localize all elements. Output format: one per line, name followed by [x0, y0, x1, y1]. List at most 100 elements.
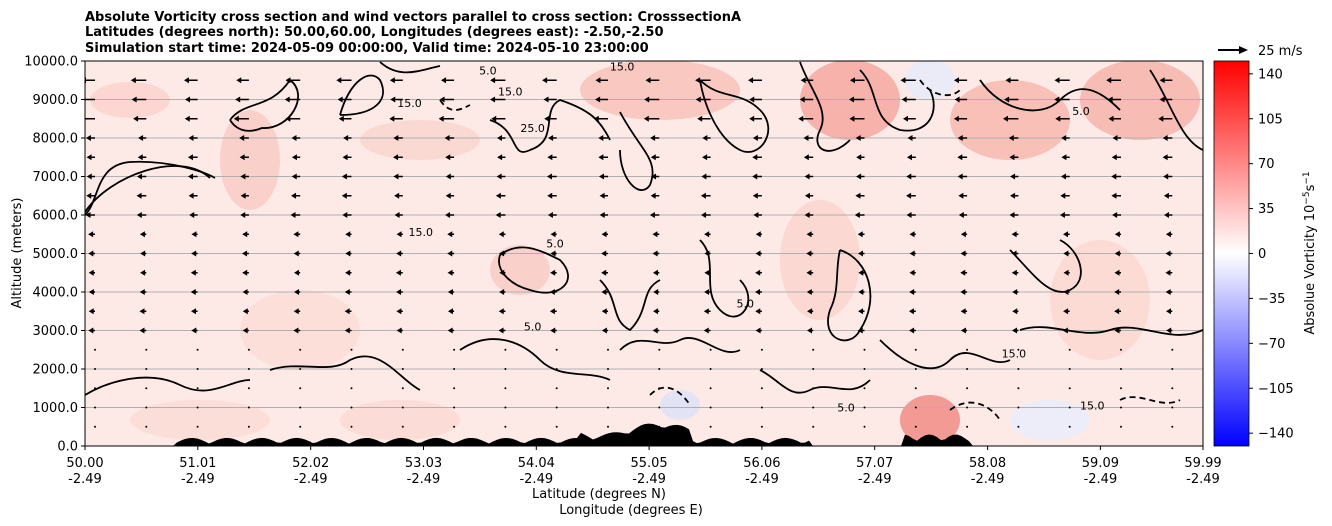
wind-vector-head	[804, 212, 810, 218]
wind-vector-head	[191, 250, 197, 257]
wind-vector-head	[184, 115, 190, 122]
wind-vector-head	[650, 192, 656, 199]
wind-vector-head	[907, 135, 913, 141]
wind-vector-head	[190, 308, 196, 315]
x-tick-label-lat: 52.02	[292, 456, 329, 471]
wind-vector-head	[644, 96, 650, 103]
wind-vector-head	[190, 289, 196, 295]
wind-vector	[299, 387, 302, 390]
wind-vector-head	[902, 115, 908, 122]
wind-vector-head	[439, 96, 445, 103]
wind-vector-head	[393, 173, 399, 180]
wind-vector-head	[285, 77, 291, 84]
wind-vector-head	[495, 212, 501, 218]
terrain-silhouette	[85, 423, 1203, 446]
wind-vector-head	[1162, 154, 1168, 161]
contour-line	[759, 369, 871, 394]
wind-vector-head	[1166, 327, 1172, 334]
wind-vector	[760, 348, 763, 351]
wind-vector	[1017, 387, 1020, 390]
wind-vector	[709, 425, 712, 428]
x-tick-label-lat: 58.08	[969, 456, 1006, 471]
wind-vector	[555, 348, 558, 351]
colorbar-tick-label: −105	[1258, 382, 1294, 397]
x-tick-label-lat: 56.06	[743, 456, 780, 471]
wind-vector-head	[342, 212, 348, 218]
wind-vector-head	[291, 154, 297, 161]
wind-vector-head	[806, 250, 812, 257]
wind-vector	[247, 387, 250, 390]
wind-vector-head	[445, 173, 451, 180]
y-tick-label: 9000.0	[33, 93, 79, 108]
colorbar-gradient	[1213, 60, 1250, 447]
wind-vector-head	[139, 289, 145, 295]
wind-vector	[966, 425, 969, 428]
wind-vector	[709, 348, 712, 351]
wind-vector	[504, 406, 507, 409]
wind-vector-head	[1114, 269, 1120, 276]
wind-vector-head	[1114, 308, 1120, 315]
wind-vector	[863, 387, 866, 390]
wind-vector-head	[444, 135, 450, 141]
wind-vector-head	[139, 327, 145, 334]
wind-vector-head	[804, 173, 810, 180]
wind-vector-head	[1112, 135, 1118, 141]
wind-vector-head	[960, 250, 966, 257]
wind-vector	[299, 348, 302, 351]
x-tick-label-lat: 54.04	[518, 456, 555, 471]
wind-vector-head	[957, 173, 963, 180]
wind-vector-head	[909, 289, 915, 295]
wind-vector-head	[953, 77, 959, 84]
wind-vector-head	[599, 192, 605, 199]
wind-vector-head	[1112, 212, 1118, 218]
wind-vector-head	[1063, 269, 1069, 276]
wind-vector-head	[546, 173, 552, 180]
y-tick-label: 4000.0	[33, 286, 79, 301]
wind-vector-head	[1061, 135, 1067, 141]
wind-vector-head	[807, 308, 813, 315]
wind-vector-head	[806, 231, 812, 238]
y-axis-ticks: 0.0 1000.0 2000.0 3000.0 4000.0 5000.0 6000.0 7…	[24, 55, 85, 455]
contour-label: 15.0	[610, 61, 635, 74]
wind-vector-head	[702, 154, 708, 161]
wind-vector-head	[550, 250, 556, 257]
plot-area: 15.015.025.05.0 15.015.05.05.05.015.05.05…	[85, 61, 1203, 446]
wind-vector-head	[749, 115, 755, 122]
wind-vector-head	[396, 289, 402, 295]
wind-vector-head	[806, 289, 812, 295]
wind-vector-head	[1063, 250, 1069, 257]
wind-vector-head	[755, 308, 761, 315]
wind-vector-head	[393, 135, 399, 141]
y-tick-label: 7000.0	[33, 170, 79, 185]
x-tick-label-lon: -2.49	[745, 472, 779, 487]
wind-vector-head	[1159, 77, 1165, 84]
wind-vector-head	[491, 115, 497, 122]
wind-vector	[401, 425, 404, 428]
chart-title-line-1: Absolute Vorticity cross section and win…	[85, 10, 741, 25]
wind-vector-head	[549, 289, 555, 295]
wind-vector-head	[547, 154, 553, 161]
wind-vector	[555, 368, 558, 370]
wind-vector-head	[598, 135, 604, 141]
wind-vector	[1171, 387, 1174, 390]
wind-vector-head	[960, 289, 966, 295]
chart-title-line-2: Latitudes (degrees north): 50.00,60.00, …	[85, 25, 664, 40]
colorbar-tick-label: 70	[1258, 157, 1275, 172]
wind-vector	[555, 387, 558, 390]
wind-vector-head	[290, 212, 296, 218]
wind-vector-head	[242, 308, 248, 315]
wind-vector	[504, 368, 507, 370]
wind-vector	[863, 406, 866, 409]
wind-vector-head	[593, 115, 599, 122]
wind-vector-head	[394, 192, 400, 199]
wind-vector	[812, 406, 815, 409]
wind-vector-head	[1114, 289, 1120, 295]
wind-vector-head	[703, 308, 709, 315]
wind-vector-head	[1061, 154, 1067, 161]
wind-vector	[1120, 425, 1122, 428]
wind-vector	[1171, 348, 1174, 351]
wind-vector-head	[293, 308, 299, 315]
wind-vector-head	[445, 212, 451, 218]
x-tick-label-lat: 53.03	[405, 456, 442, 471]
contour-label: 5.0	[837, 401, 855, 414]
